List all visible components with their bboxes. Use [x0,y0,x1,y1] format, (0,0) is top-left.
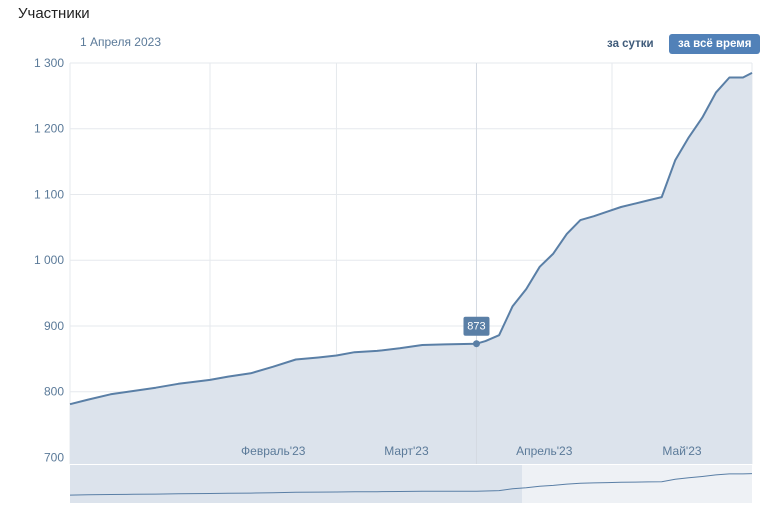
x-tick-label: Май'23 [662,444,701,458]
page-title: Участники [18,5,90,22]
members-line [69,72,753,406]
tooltip-box [463,316,490,336]
highlight-group: 873 [463,63,490,464]
range-all-time-button[interactable]: за всё время [669,34,761,54]
y-tick-label: 1 000 [34,253,64,267]
x-tick-label: Февраль'23 [241,444,306,458]
y-tick-label: 1 200 [34,122,64,136]
y-tick-label: 900 [44,319,64,333]
y-tick-label: 800 [44,385,64,399]
highlight-point[interactable] [472,340,480,348]
y-tick-label: 1 100 [34,187,64,201]
y-tick-label: 1 300 [34,56,64,70]
range-navigator[interactable] [69,465,753,503]
navigator-selection[interactable] [522,465,752,503]
navigator-line [69,473,753,496]
hover-date-label: 1 Апреля 2023 [80,35,161,49]
x-axis-ticks: Февраль'23 Март'23 Апрель'23 Май'23 [241,444,702,458]
x-tick-label: Март'23 [384,444,429,458]
members-area [70,72,752,465]
y-tick-label: 700 [44,450,64,464]
x-tick-label: Апрель'23 [516,444,573,458]
range-day-button[interactable]: за сутки [607,38,654,50]
y-axis-ticks: 700 800 900 1 000 1 100 1 200 1 300 [34,56,64,464]
tooltip-value: 873 [467,321,485,333]
